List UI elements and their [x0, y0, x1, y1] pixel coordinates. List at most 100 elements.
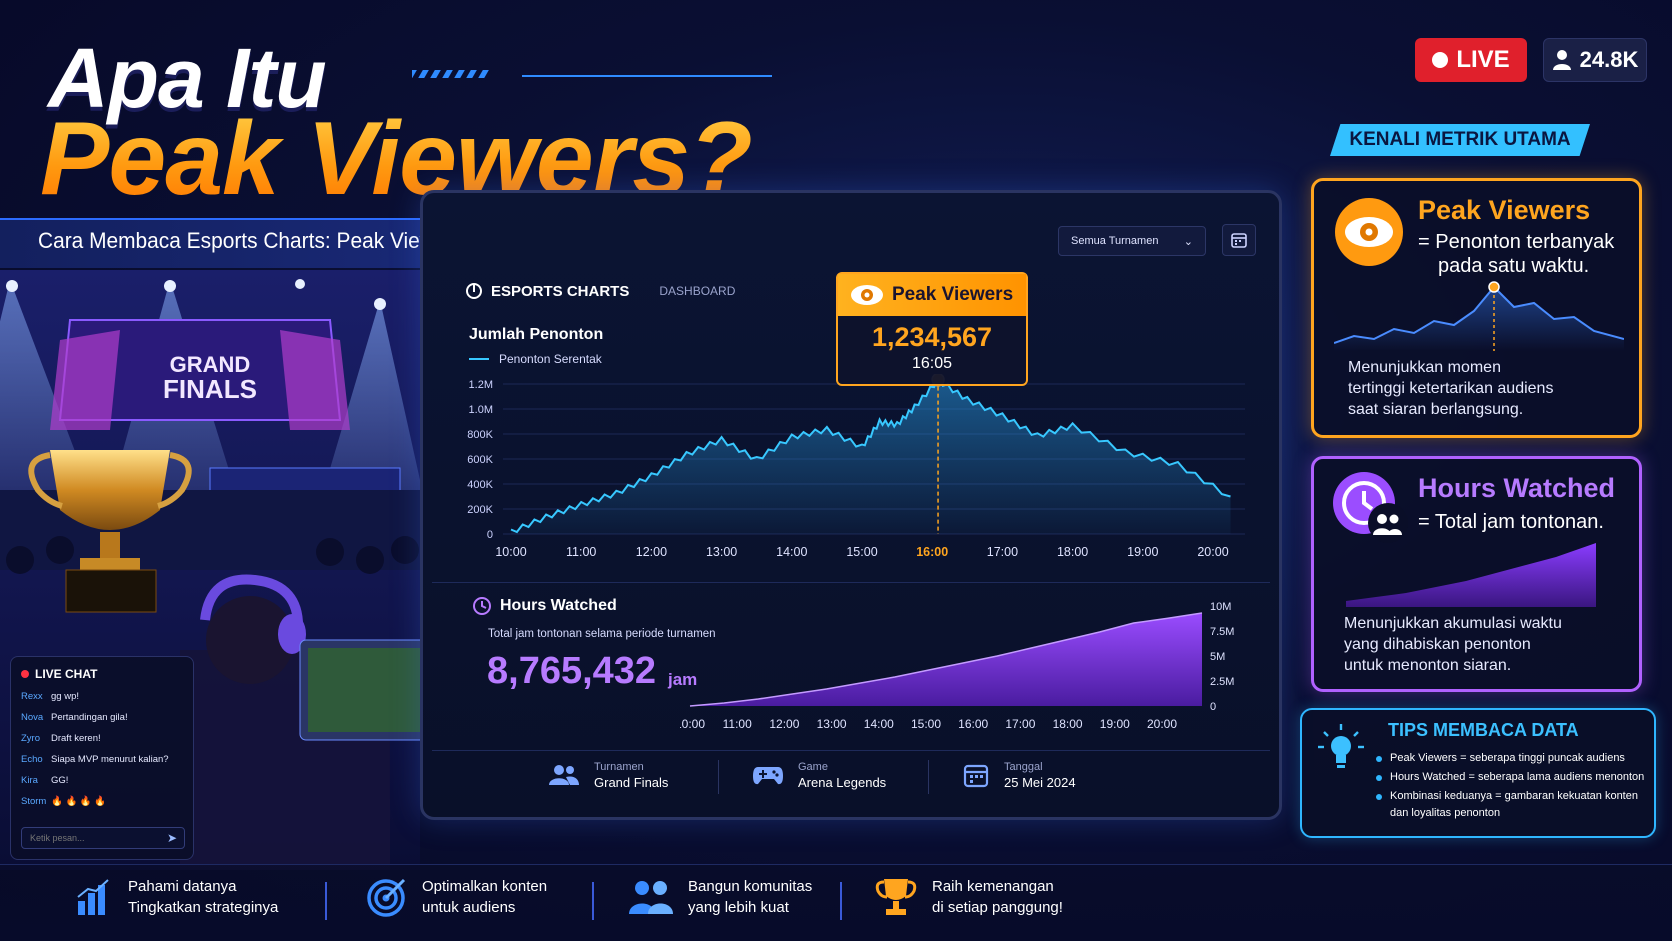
peak-card-def-2: pada satu waktu.: [1438, 255, 1590, 277]
chat-text: Draft keren!: [51, 733, 101, 744]
live-badge[interactable]: LIVE: [1415, 38, 1527, 82]
chat-user: Nova: [21, 712, 44, 723]
chat-message: Kira GG!: [21, 775, 183, 786]
title-decoration: [412, 70, 772, 78]
clock-icon: [473, 597, 491, 615]
peak-viewers-callout: Peak Viewers 1,234,567 16:05: [836, 272, 1028, 386]
chat-message: Storm 🔥 🔥 🔥 🔥: [21, 796, 183, 807]
hours-description: Total jam tontonan selama periode turnam…: [488, 628, 716, 640]
x-tick-label: 19:00: [1127, 545, 1158, 559]
peak-callout-label: Peak Viewers: [892, 284, 1014, 305]
bullet-icon: [1376, 775, 1382, 781]
user-icon: [1552, 50, 1571, 70]
x-tick-label: 11:00: [566, 545, 596, 559]
hours-card-title: Hours Watched: [1418, 473, 1616, 503]
gamepad-icon: [753, 767, 783, 785]
calendar-icon: [1231, 233, 1247, 248]
calendar-button[interactable]: [1222, 224, 1256, 256]
meta-separator: [928, 760, 929, 794]
bottom-bar: [0, 864, 1672, 941]
arena-illustration: GRAND FINALS: [0, 270, 420, 870]
x-tick-label: 12:00: [769, 717, 799, 731]
meta-value: Grand Finals: [594, 774, 669, 790]
peak-card-desc-2: tertinggi ketertarikan audiens: [1348, 380, 1554, 397]
send-icon[interactable]: ➤: [166, 831, 177, 845]
bottom-line-1: Raih kemenangan: [932, 878, 1054, 895]
hours-value: 8,765,432: [487, 650, 657, 692]
live-chat-panel: LIVE CHAT Rexx gg wp! Nova Pertandingan gi…: [10, 656, 194, 860]
hours-chart: 0 2.5M 5M 7.5M 10M 10:00 11:00 12:00 13:00 14:00 1…: [680, 601, 1234, 731]
x-tick-label: 17:00: [987, 545, 1018, 559]
meta-label: Tanggal: [1004, 760, 1043, 773]
viewer-count-badge[interactable]: 24.8K: [1543, 38, 1647, 82]
legend-label: Penonton Serentak: [499, 352, 602, 366]
chat-text: 🔥 🔥 🔥 🔥: [51, 796, 107, 807]
x-tick-label: 10:00: [680, 717, 705, 731]
y-tick-label: 1.2M: [469, 379, 493, 391]
tip-text: = seberapa tinggi puncak audiens: [1457, 752, 1625, 764]
legend-swatch: [469, 358, 489, 360]
y-tick-label: 600K: [467, 454, 493, 466]
y-tick-label: 5M: [1210, 651, 1225, 663]
people-icon: [549, 765, 579, 785]
title-line-1: Apa Itu: [48, 31, 327, 125]
chat-user: Rexx: [21, 691, 43, 702]
live-dot-icon: [21, 670, 29, 678]
bottom-separator: [592, 882, 594, 920]
chat-text: gg wp!: [51, 691, 79, 702]
bottom-separator: [840, 882, 842, 920]
lightbulb-icon: [1318, 724, 1364, 768]
tab-esports-charts[interactable]: ESPORTS CHARTS: [465, 282, 629, 300]
trophy-icon: [875, 879, 917, 915]
chat-message: Nova Pertandingan gila!: [21, 712, 183, 723]
x-tick-label: 19:00: [1100, 717, 1130, 731]
chat-text: Siapa MVP menurut kalian?: [51, 754, 169, 765]
tab-esports-charts-label: ESPORTS CHARTS: [491, 282, 630, 300]
x-tick-label: 15:00: [911, 717, 941, 731]
bottom-line-2: untuk audiens: [422, 899, 516, 916]
x-tick-label: 16:00: [958, 717, 988, 731]
tips-card: [1300, 708, 1656, 838]
x-tick-label: 12:00: [636, 545, 667, 559]
viewer-count: 24.8K: [1579, 47, 1639, 72]
hours-area: [690, 613, 1202, 706]
tournament-dropdown[interactable]: Semua Turnamen ⌄: [1058, 226, 1206, 256]
tournament-dropdown-value: Semua Turnamen: [1071, 235, 1159, 247]
bottom-line-1: Bangun komunitas: [688, 878, 813, 895]
tip-bold: Hours Watched: [1390, 771, 1466, 783]
chat-header: LIVE CHAT: [21, 667, 183, 681]
chat-text: GG!: [51, 775, 69, 786]
viewers-chart: 0 200K 400K 600K 800K 1.0M 1.2M 10:00 11:00 12:00…: [467, 374, 1245, 559]
hours-watched-card: Hours Watched = Total jam tontonan. Menu…: [1311, 456, 1642, 692]
eye-icon: [851, 285, 883, 305]
bottom-line-2: yang lebih kuat: [688, 899, 789, 916]
viewers-line: [510, 375, 1231, 534]
meta-value: 25 Mei 2024: [1004, 774, 1076, 790]
peak-card-def-1: = Penonton terbanyak: [1418, 231, 1615, 253]
peak-mini-chart: [1334, 281, 1624, 351]
target-icon: [367, 878, 406, 917]
tip-text: = gambaran kekuatan konten dan loyalitas…: [1390, 790, 1638, 819]
power-icon: [466, 283, 482, 299]
bottom-item: Pahami datanya Tingkatkan strateginya: [74, 876, 278, 918]
divider: [432, 582, 1270, 583]
x-tick-label: 20:00: [1197, 545, 1228, 559]
bottom-item: Bangun komunitas yang lebih kuat: [628, 876, 812, 918]
tab-dashboard[interactable]: DASHBOARD: [659, 284, 736, 298]
viewers-chart-title: Jumlah Penonton: [469, 326, 604, 343]
tip-text: = seberapa lama audiens menonton: [1465, 771, 1645, 783]
peak-card-desc-1: Menunjukkan momen: [1348, 359, 1501, 376]
hours-card-desc-2: yang dihabiskan penonton: [1344, 636, 1531, 653]
bottom-line-1: Optimalkan konten: [422, 878, 548, 895]
hours-card-desc-1: Menunjukkan akumulasi waktu: [1344, 615, 1562, 632]
chat-message: Rexx gg wp!: [21, 691, 183, 702]
chat-input[interactable]: [21, 827, 185, 849]
chat-message: Zyro Draft keren!: [21, 733, 183, 744]
meta-date: Tanggal 25 Mei 2024: [962, 752, 1076, 798]
meta-value: Arena Legends: [798, 774, 887, 790]
hours-card-desc-3: untuk menonton siaran.: [1344, 657, 1512, 674]
section-title: KENALI METRIK UTAMA: [1330, 124, 1590, 156]
tip-item: Peak Viewers = seberapa tinggi puncak au…: [1376, 750, 1646, 767]
tip-item: Hours Watched = seberapa lama audiens me…: [1376, 769, 1646, 786]
peak-card-desc-3: saat siaran berlangsung.: [1348, 401, 1524, 418]
